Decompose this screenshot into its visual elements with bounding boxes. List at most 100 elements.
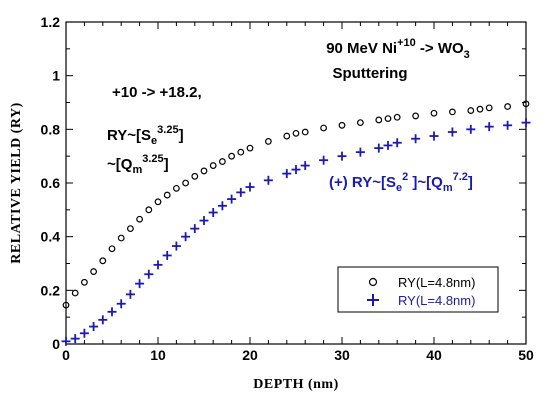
data-point-circle	[191, 172, 199, 180]
y-tick-label: 1.2	[41, 14, 61, 30]
data-point-plus	[319, 155, 329, 165]
y-tick-labels: 0 0.2 0.4 0.6 0.8 1 1.2	[41, 14, 61, 352]
data-point-plus	[89, 322, 99, 332]
data-point-plus	[503, 120, 513, 130]
data-point-circle	[62, 301, 70, 309]
data-point-circle	[126, 225, 134, 233]
data-point-circle	[467, 107, 475, 114]
x-tick-label: 20	[242, 347, 258, 363]
x-axis-title: DEPTH (nm)	[253, 377, 339, 392]
x-tick-labels: 0 10 20 30 40 50	[62, 347, 534, 363]
y-tick-label: 0.4	[41, 229, 61, 245]
data-point-plus	[374, 143, 384, 153]
x-tick-label: 10	[150, 347, 166, 363]
data-point-plus	[61, 336, 71, 346]
blue-sup2: 7.2	[453, 171, 468, 183]
data-point-plus	[236, 187, 246, 197]
data-point-plus	[199, 216, 209, 226]
data-point-circle	[301, 128, 309, 136]
data-point-plus	[466, 124, 476, 134]
data-point-plus	[521, 118, 531, 128]
blue-ry-annotation: (+) RY~[Se2 ]~[Qm7.2]	[329, 171, 473, 194]
data-point-plus	[282, 169, 292, 179]
y-tick-label: 0.2	[41, 282, 61, 298]
data-point-circle	[172, 184, 180, 192]
data-point-plus	[107, 307, 117, 317]
title-target: -> WO	[416, 40, 464, 57]
x-tick-label: 0	[62, 347, 70, 363]
data-point-plus	[300, 161, 310, 171]
blue-sub1: e	[396, 182, 402, 194]
black-q-suffix: ]	[164, 156, 169, 173]
blue-mid: ]~[Q	[408, 174, 443, 191]
data-point-plus	[171, 241, 181, 251]
data-point-circle	[99, 257, 107, 265]
data-point-plus	[98, 315, 108, 325]
y-tick-label: 0.8	[41, 121, 61, 137]
data-point-circle	[145, 206, 153, 214]
data-point-circle	[292, 129, 300, 137]
black-q-prefix: ~[Q	[107, 156, 133, 173]
data-point-circle	[320, 124, 328, 132]
data-point-plus	[181, 232, 191, 242]
series-0	[62, 100, 530, 309]
legend-plus-icon	[367, 294, 379, 306]
data-point-circle	[485, 104, 493, 112]
series-layer	[61, 100, 531, 346]
data-point-circle	[108, 245, 116, 253]
y-tick-label: 1	[52, 68, 60, 84]
data-point-plus	[162, 250, 172, 260]
title-target-sub: 3	[464, 49, 470, 61]
data-point-circle	[375, 116, 383, 124]
data-point-circle	[218, 158, 226, 165]
charge-state-annotation: +10 -> +18.2,	[112, 84, 202, 101]
data-point-plus	[429, 131, 439, 141]
data-point-plus	[135, 279, 145, 289]
data-point-circle	[357, 119, 364, 127]
data-point-circle	[504, 103, 512, 110]
data-point-plus	[70, 334, 80, 344]
data-point-circle	[237, 148, 245, 156]
data-point-circle	[209, 162, 217, 169]
data-point-circle	[136, 215, 144, 223]
x-tick-label: 30	[334, 347, 350, 363]
data-point-plus	[411, 134, 421, 144]
legend-label-circle: RY(L=4.8nm)	[398, 275, 475, 290]
axis-ticks	[65, 21, 527, 345]
data-point-plus	[355, 147, 365, 157]
blue-sub2: m	[443, 182, 453, 194]
data-point-circle	[80, 278, 88, 286]
data-point-circle	[384, 115, 392, 122]
data-point-plus	[484, 122, 494, 132]
data-point-circle	[522, 100, 530, 108]
data-point-circle	[449, 108, 456, 116]
data-point-plus	[79, 328, 89, 338]
blue-suffix: ]	[468, 174, 473, 191]
data-point-circle	[163, 191, 171, 199]
black-ry-prefix: RY~[S	[107, 127, 151, 144]
black-ry-sup: 3.25	[157, 124, 178, 136]
x-tick-label: 50	[518, 347, 534, 363]
data-point-circle	[476, 105, 484, 113]
data-point-plus	[144, 269, 154, 279]
data-point-plus	[125, 289, 135, 299]
data-point-plus	[153, 260, 163, 270]
data-point-plus	[392, 138, 402, 148]
data-point-circle	[90, 268, 97, 275]
data-point-circle	[338, 121, 346, 129]
data-point-plus	[291, 165, 301, 175]
y-tick-label: 0	[52, 336, 60, 352]
data-point-plus	[447, 127, 457, 137]
data-point-circle	[71, 289, 79, 297]
legend-label-plus: RY(L=4.8nm)	[398, 293, 475, 308]
data-point-plus	[263, 175, 273, 185]
data-point-plus	[190, 224, 200, 234]
series-1	[61, 118, 531, 346]
legend: RY(L=4.8nm) RY(L=4.8nm)	[337, 266, 499, 313]
title-charge: +10	[397, 37, 416, 49]
legend-box	[337, 266, 499, 313]
data-point-circle	[283, 132, 291, 140]
black-ry-annotation: RY~[Se3.25]	[107, 124, 184, 147]
